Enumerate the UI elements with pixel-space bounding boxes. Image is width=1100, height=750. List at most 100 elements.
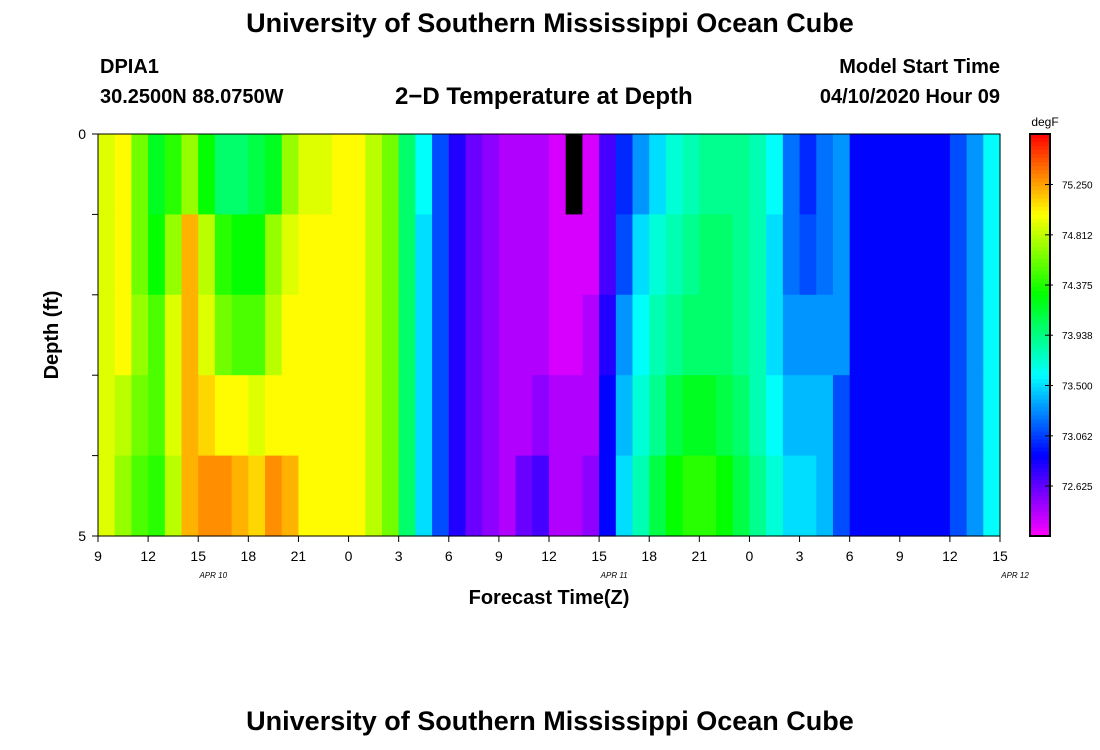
x-tick-label: 15: [992, 548, 1008, 564]
colorbar-segment: [1030, 158, 1050, 163]
heatmap-cell: [699, 455, 717, 537]
heatmap-cell: [331, 375, 350, 457]
colorbar-segment: [1030, 463, 1050, 469]
heatmap-cell: [832, 134, 851, 215]
heatmap-cell: [432, 214, 450, 296]
heatmap-cell: [782, 455, 801, 537]
heatmap-cell: [966, 294, 984, 376]
heatmap-cell: [348, 455, 366, 537]
heatmap-cell: [766, 214, 784, 296]
colorbar-segment: [1030, 310, 1050, 316]
heatmap-cell: [665, 214, 684, 296]
heatmap-cell: [231, 134, 249, 215]
colorbar-segment: [1030, 302, 1050, 308]
heatmap-cell: [281, 214, 300, 296]
heatmap-cell: [131, 375, 149, 457]
heatmap-cell: [231, 455, 249, 537]
heatmap-cell: [131, 294, 149, 376]
heatmap-cell: [315, 375, 333, 457]
colorbar-segment: [1030, 523, 1050, 529]
heatmap-cell: [198, 375, 216, 457]
heatmap-cell: [365, 294, 383, 376]
colorbar-segment: [1030, 202, 1050, 207]
x-tick-label: 6: [846, 548, 854, 564]
heatmap-cell: [832, 214, 851, 296]
heatmap-cell: [214, 214, 233, 296]
x-tick-label: 9: [495, 548, 503, 564]
heatmap-cell: [799, 455, 817, 537]
colorbar-segment: [1030, 499, 1050, 505]
heatmap-cell: [114, 455, 132, 537]
heatmap-cell: [933, 214, 951, 296]
colorbar-segment: [1030, 487, 1050, 493]
heatmap-cell: [866, 134, 884, 215]
heatmap-cell: [983, 214, 1001, 296]
heatmap-cell: [849, 134, 867, 215]
colorbar-segment: [1030, 479, 1050, 485]
heatmap-cell: [983, 455, 1001, 537]
heatmap-cell: [432, 294, 450, 376]
colorbar-segment: [1030, 435, 1050, 441]
heatmap-cell: [549, 294, 567, 376]
heatmap-cell: [198, 134, 216, 215]
heatmap-cell: [248, 294, 266, 376]
heatmap-cell: [98, 214, 116, 296]
heatmap-cell: [883, 134, 901, 215]
colorbar-tick-label: 73.500: [1062, 382, 1093, 393]
heatmap-cell: [515, 214, 533, 296]
colorbar-tick-label: 75.250: [1062, 181, 1093, 192]
colorbar-segment: [1030, 355, 1050, 360]
heatmap-cell: [98, 134, 116, 215]
colorbar-segment: [1030, 226, 1050, 231]
x-tick-label: 18: [641, 548, 657, 564]
colorbar-segment: [1030, 415, 1050, 420]
heatmap-cell: [448, 134, 467, 215]
colorbar-segment: [1030, 286, 1050, 292]
heatmap-cell: [482, 134, 500, 215]
heatmap-cell: [665, 294, 684, 376]
heatmap-cell: [515, 375, 533, 457]
heatmap-cell: [415, 294, 433, 376]
heatmap-cell: [181, 375, 199, 457]
colorbar-segment: [1030, 443, 1050, 449]
colorbar-segment: [1030, 383, 1050, 388]
heatmap-cell: [331, 294, 350, 376]
heatmap-cell: [799, 134, 817, 215]
heatmap-cell: [482, 375, 500, 457]
heatmap-cell: [582, 375, 600, 457]
heatmap-cells: [98, 134, 1001, 537]
heatmap-cell: [883, 375, 901, 457]
heatmap-cell: [615, 375, 634, 457]
heatmap-cell: [265, 294, 283, 376]
colorbar-segment: [1030, 254, 1050, 260]
heatmap-cell: [866, 375, 884, 457]
x-tick-label: 21: [692, 548, 708, 564]
heatmap-cell: [916, 294, 934, 376]
heatmap-cell: [398, 214, 416, 296]
heatmap-cell: [482, 294, 500, 376]
heatmap-cell: [498, 294, 517, 376]
x-tick-label: 12: [541, 548, 557, 564]
colorbar-segment: [1030, 391, 1050, 396]
heatmap-cell: [198, 455, 216, 537]
heatmap-cell: [465, 214, 483, 296]
heatmap-cell: [231, 294, 249, 376]
heatmap-cell: [749, 134, 767, 215]
heatmap-cell: [849, 214, 867, 296]
heatmap-cell: [916, 134, 934, 215]
colorbar-segment: [1030, 447, 1050, 453]
colorbar-segment: [1030, 190, 1050, 195]
heatmap-cell: [899, 375, 918, 457]
colorbar-segment: [1030, 399, 1050, 404]
colorbar-segment: [1030, 142, 1050, 147]
colorbar-segment: [1030, 351, 1050, 356]
heatmap-cell: [933, 134, 951, 215]
heatmap-cell: [949, 455, 968, 537]
date-label: APR 10: [198, 571, 227, 580]
heatmap-cell: [532, 375, 550, 457]
x-tick-label: 0: [746, 548, 754, 564]
x-tick-label: 9: [94, 548, 102, 564]
colorbar-segment: [1030, 419, 1050, 424]
heatmap-cell: [615, 294, 634, 376]
heatmap-cell: [782, 134, 801, 215]
